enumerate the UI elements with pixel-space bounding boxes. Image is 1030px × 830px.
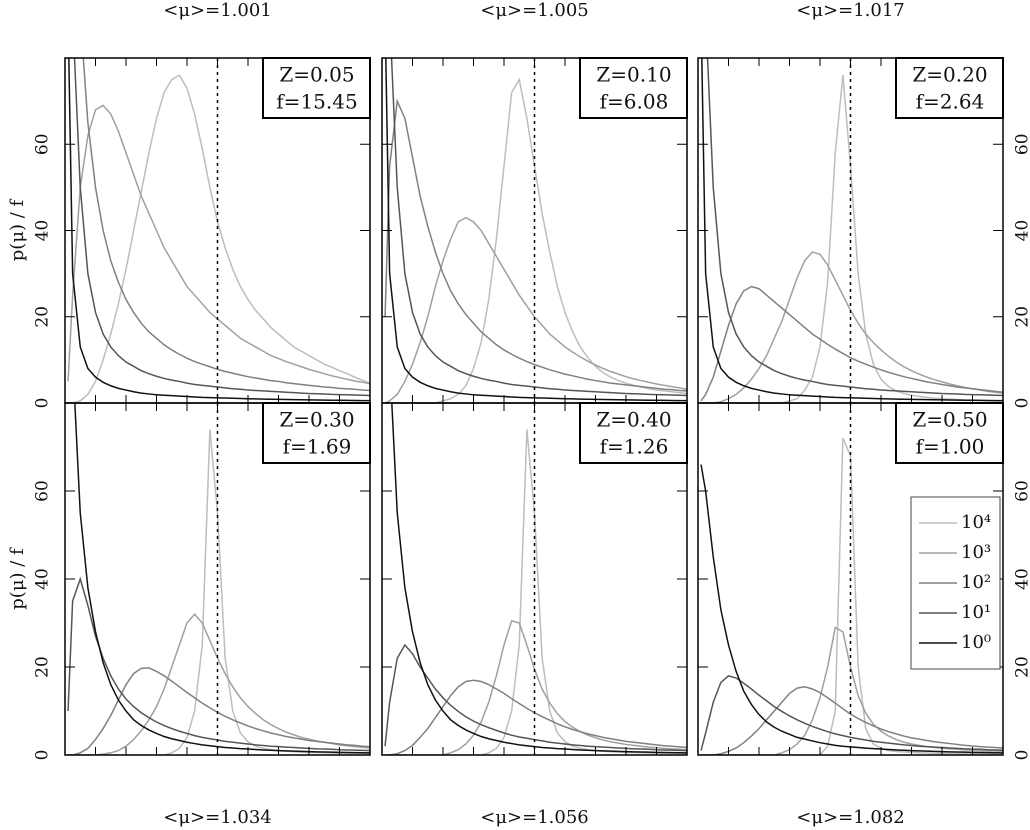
curve [385, 429, 687, 755]
legend-label: 10³ [961, 542, 991, 563]
annotation: f=1.26 [600, 435, 669, 459]
annotation: Z=0.30 [279, 408, 354, 432]
y-tick-label: 0 [1013, 750, 1030, 761]
curve [67, 104, 370, 385]
panel-frame [697, 402, 1004, 756]
y-tick-label: 20 [1013, 306, 1030, 328]
annotation: f=1.69 [283, 435, 352, 459]
annotation-box [895, 402, 1004, 464]
annotation: Z=0.10 [596, 63, 671, 87]
curve [701, 686, 1003, 755]
y-tick-label: 60 [1013, 480, 1030, 502]
curve [385, 77, 687, 403]
y-tick-label: 0 [1013, 398, 1030, 409]
annotation: Z=0.20 [912, 63, 987, 87]
curve [701, 437, 1003, 755]
annotation: f=15.45 [276, 90, 357, 114]
annotation: f=2.64 [916, 90, 985, 114]
panel-title: <μ>=1.056 [480, 807, 588, 828]
curve [701, 75, 1003, 403]
annotation: f=6.08 [600, 90, 669, 114]
legend-label: 10² [961, 572, 991, 593]
y-tick-label: 20 [33, 306, 53, 328]
annotation-box [262, 402, 371, 464]
legend-label: 10⁰ [961, 632, 991, 653]
curve [68, 74, 370, 403]
y-tick-label: 40 [33, 220, 53, 242]
annotation-box [262, 57, 371, 119]
y-tick-label: 0 [33, 750, 53, 761]
annotation: f=1.00 [916, 435, 985, 459]
y-tick-label: 20 [33, 656, 53, 678]
legend-label: 10⁴ [961, 512, 991, 533]
curve [82, 58, 370, 392]
curve [384, 98, 687, 392]
panel-title: <μ>=1.017 [796, 0, 904, 21]
y-axis-label: p(μ) / f [7, 198, 28, 261]
y-tick-label: 60 [33, 133, 53, 155]
panel-title: <μ>=1.082 [796, 807, 904, 828]
panel-frame [381, 402, 688, 756]
y-tick-label: 40 [33, 568, 53, 590]
y-tick-label: 40 [1013, 568, 1030, 590]
panel-title: <μ>=1.001 [163, 0, 271, 21]
curve [68, 429, 370, 755]
curve [384, 643, 687, 752]
annotation-box [579, 57, 688, 119]
y-tick-label: 60 [33, 480, 53, 502]
annotation: Z=0.50 [912, 408, 987, 432]
curve [701, 251, 1003, 403]
curve [385, 619, 687, 755]
curve [384, 216, 687, 403]
y-tick-label: 20 [1013, 656, 1030, 678]
y-axis-label: p(μ) / f [7, 547, 28, 610]
panel-title: <μ>=1.034 [163, 807, 271, 828]
annotation-box [579, 402, 688, 464]
y-tick-label: 60 [1013, 133, 1030, 155]
panel-title: <μ>=1.005 [480, 0, 588, 21]
annotation: Z=0.40 [596, 408, 671, 432]
y-tick-label: 0 [33, 398, 53, 409]
curve [67, 576, 370, 752]
panel-frame [64, 402, 371, 756]
legend-label: 10¹ [961, 602, 991, 623]
curve [68, 613, 370, 755]
curve [700, 285, 1003, 402]
annotation-box [895, 57, 1004, 119]
curve [701, 626, 1003, 755]
curve [700, 674, 1003, 751]
y-tick-label: 40 [1013, 220, 1030, 242]
annotation: Z=0.05 [279, 63, 354, 87]
